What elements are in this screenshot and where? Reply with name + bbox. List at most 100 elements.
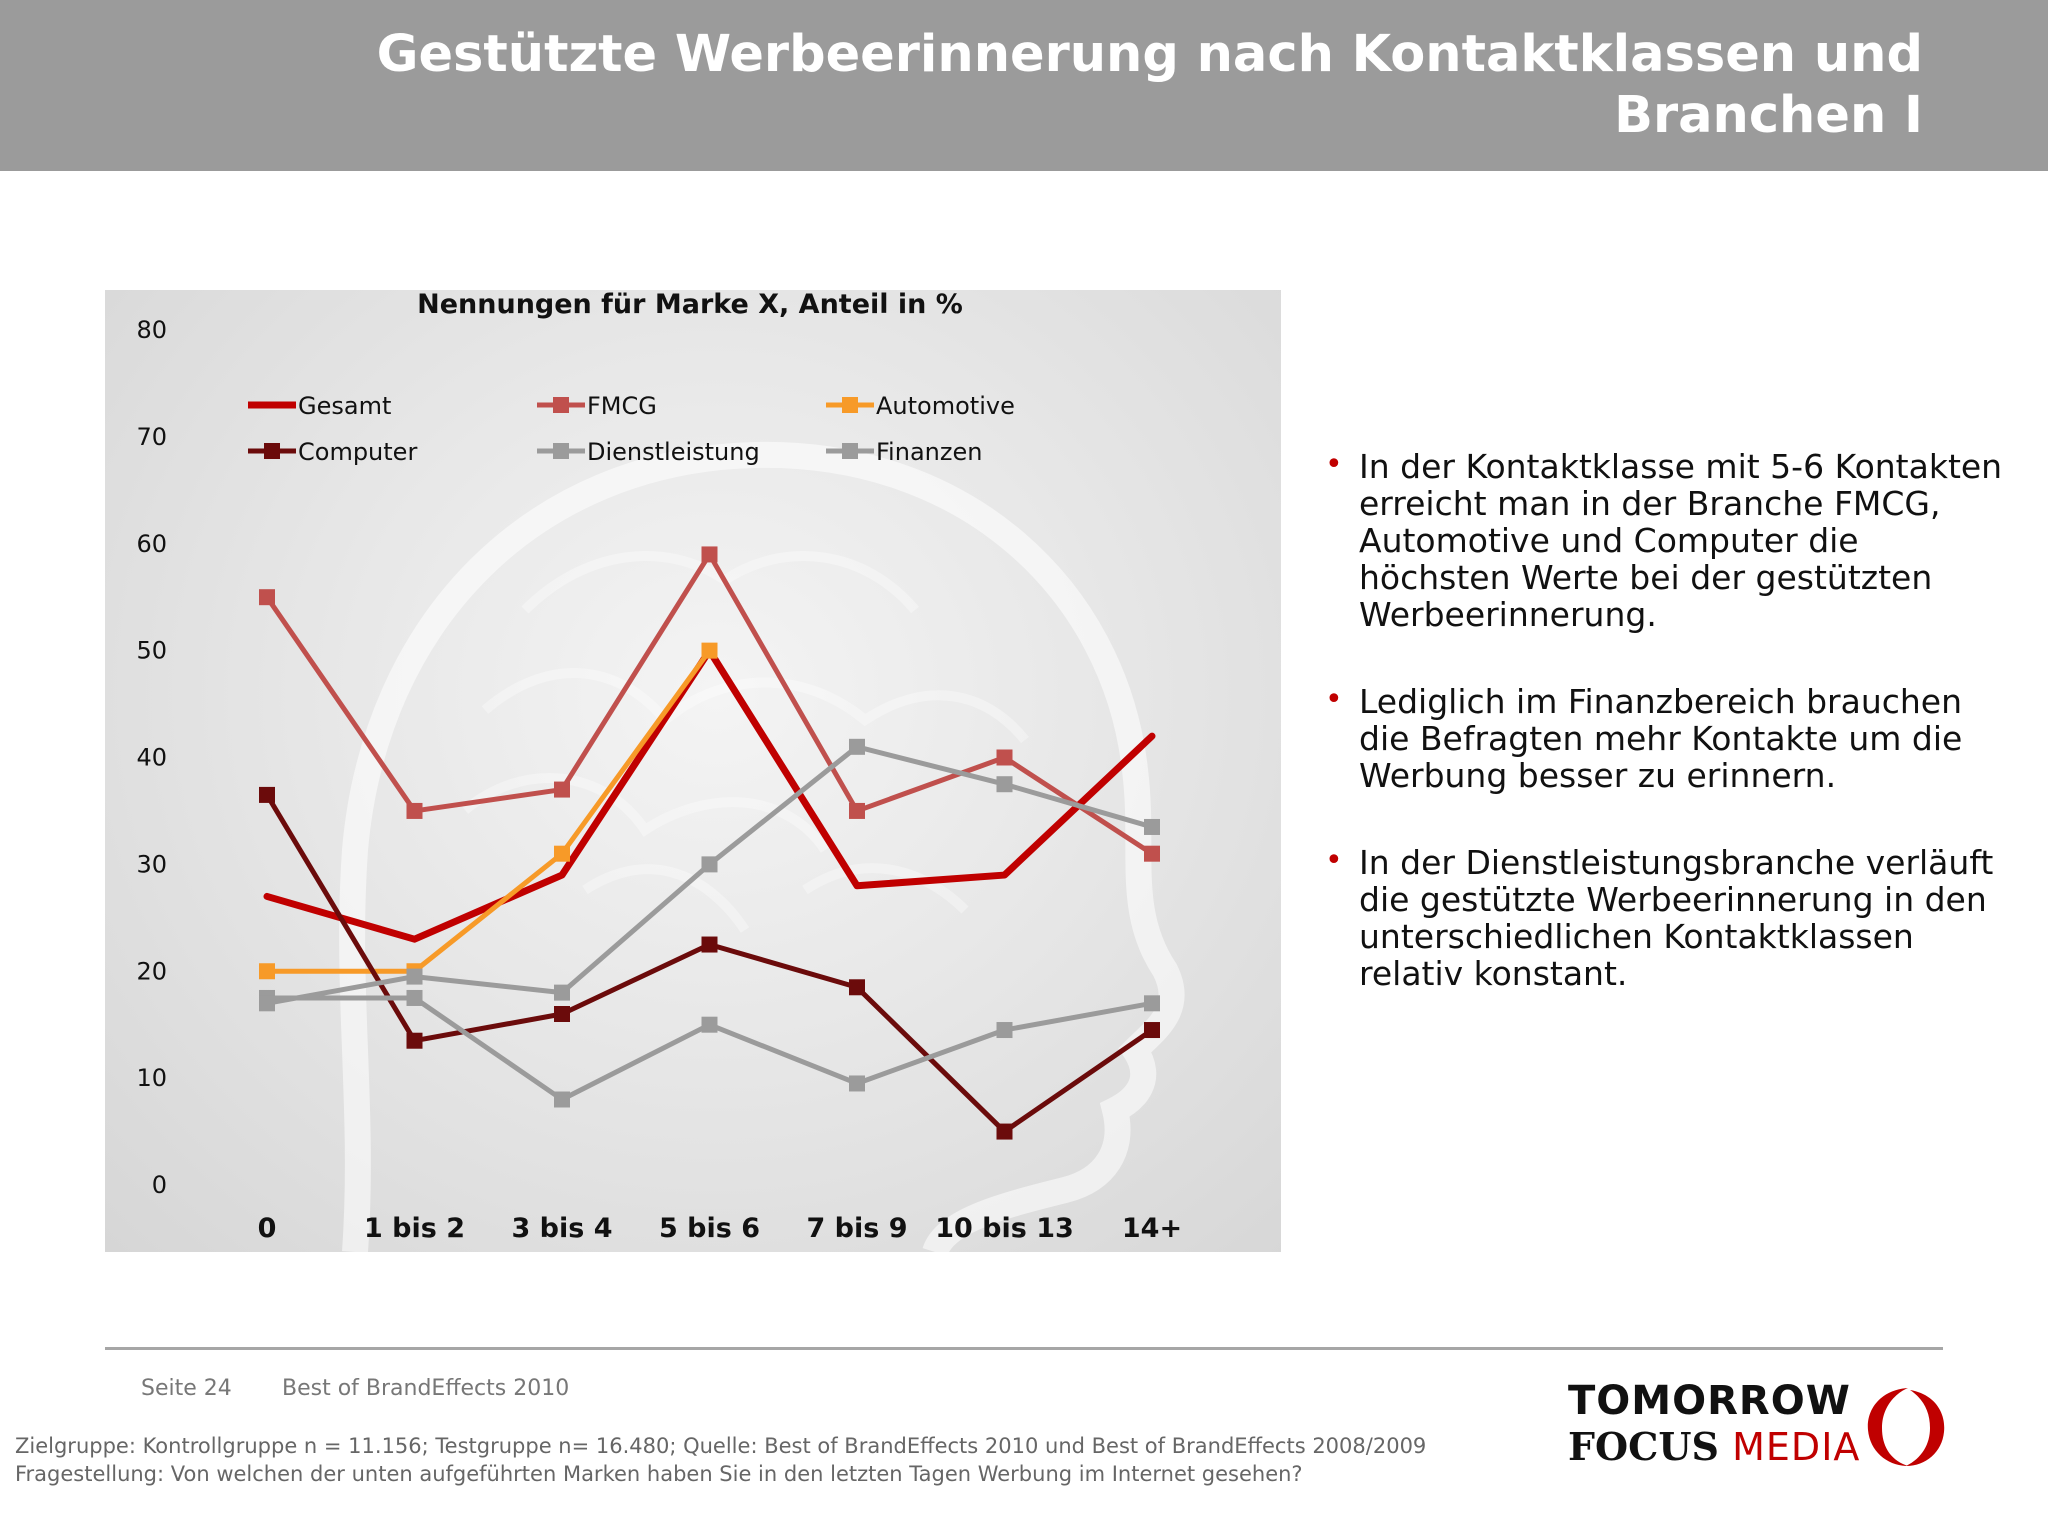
line-chart: Nennungen für Marke X, Anteil in % 0 10 20 3… [136, 290, 1182, 1244]
data-point [701, 936, 718, 953]
data-point [554, 781, 570, 798]
data-point [996, 776, 1013, 793]
data-point [259, 589, 275, 606]
data-point [406, 1032, 423, 1049]
legend-item-dienstleistung: Dienstleistung [537, 438, 760, 466]
bullet-list: • In der Kontaktklasse mit 5-6 Kontakten… [1325, 447, 2005, 1042]
legend-label: Dienstleistung [587, 438, 760, 466]
legend-item-gesamt: Gesamt [248, 392, 391, 420]
bullet-dot-icon: • [1325, 843, 1343, 878]
data-point [996, 1022, 1013, 1039]
logo-ring-icon [1867, 1388, 1945, 1466]
series-line-gesamt [263, 647, 1156, 943]
y-tick-label: 10 [136, 1064, 167, 1092]
page-title-line2: Branchen I [1614, 86, 1923, 145]
x-tick-label: 5 bis 6 [659, 1213, 760, 1244]
bullet-text-2: Lediglich im Finanzbereich brauchen die … [1359, 682, 1963, 795]
bullet-item-3: • In der Dienstleistungsbranche verläuft… [1325, 843, 2005, 993]
x-tick-label: 0 [258, 1213, 277, 1244]
data-point [849, 802, 865, 819]
data-point [259, 786, 275, 803]
header-bar: Gestützte Werbeerinnerung nach Kontaktkl… [0, 0, 2048, 171]
data-point [701, 856, 718, 873]
series-gesamt [263, 647, 1156, 943]
page-title: Gestützte Werbeerinnerung nach Kontaktkl… [223, 24, 1923, 146]
y-tick-label: 70 [136, 423, 167, 451]
logo-text-tomorrow: TOMORROW [1568, 1378, 1851, 1424]
y-tick-label: 30 [136, 850, 167, 878]
x-tick-label: 14+ [1122, 1213, 1182, 1244]
data-point [701, 546, 718, 563]
footnote-question: Fragestellung: Von welchen der unten auf… [15, 1462, 1303, 1486]
data-point [996, 749, 1013, 766]
data-point [1144, 995, 1160, 1012]
legend-item-automotive: Automotive [826, 392, 1015, 420]
data-point [1144, 818, 1160, 835]
data-point [554, 1091, 570, 1108]
legend-marker [842, 443, 858, 459]
logo-text-focus-media: FOCUS MEDIA [1568, 1424, 1860, 1469]
data-point [406, 968, 423, 985]
series-computer [259, 786, 1160, 1140]
chart-title: Nennungen für Marke X, Anteil in % [417, 290, 963, 320]
legend-label: Finanzen [876, 438, 982, 466]
footer-divider [105, 1347, 1943, 1350]
x-tick-label: 3 bis 4 [511, 1213, 612, 1244]
head-silhouette-image [339, 441, 1185, 1252]
x-tick-label: 7 bis 9 [806, 1213, 907, 1244]
data-point [259, 963, 275, 980]
y-tick-label: 40 [136, 744, 167, 772]
chart-panel: Nennungen für Marke X, Anteil in % 0 10 20 3… [105, 290, 1281, 1252]
legend-marker [842, 397, 858, 413]
legend-label: Automotive [876, 392, 1015, 420]
legend-label: Computer [298, 438, 417, 466]
data-point [849, 1075, 865, 1092]
x-tick-label: 1 bis 2 [364, 1213, 465, 1244]
series-line-fmcg [264, 551, 1155, 857]
y-tick-label: 50 [136, 637, 167, 665]
bullet-text-1: In der Kontaktklasse mit 5-6 Kontakten e… [1359, 447, 2003, 634]
page-title-line1: Gestützte Werbeerinnerung nach Kontaktkl… [376, 25, 1923, 84]
series-line-computer [264, 792, 1155, 1135]
data-point [1144, 845, 1160, 862]
legend-label: Gesamt [298, 392, 391, 420]
data-point [406, 802, 423, 819]
page-number: Seite 24 [141, 1376, 232, 1401]
data-point [259, 995, 275, 1012]
series-automotive [259, 642, 718, 980]
legend-item-computer: Computer [248, 438, 417, 466]
series-finanzen [259, 738, 1160, 1012]
data-point [849, 738, 865, 755]
bullet-text-3: In der Dienstleistungsbranche verläuft d… [1359, 843, 1994, 993]
data-point [554, 984, 570, 1001]
y-tick-label: 60 [136, 530, 167, 558]
y-tick-label: 20 [136, 957, 167, 985]
data-point [996, 1123, 1013, 1140]
footer-source: Best of BrandEffects 2010 [282, 1376, 570, 1401]
footnote-target-group: Zielgruppe: Kontrollgruppe n = 11.156; T… [15, 1434, 1427, 1458]
data-point [554, 1006, 570, 1022]
bullet-dot-icon: • [1325, 682, 1343, 717]
y-tick-label: 80 [136, 316, 167, 344]
series-line-automotive [264, 648, 712, 974]
legend-marker [264, 443, 280, 459]
data-point [701, 1016, 718, 1033]
data-point [701, 642, 718, 659]
bullet-item-2: • Lediglich im Finanzbereich brauchen di… [1325, 682, 2005, 795]
legend-item-fmcg: FMCG [537, 392, 657, 420]
bullet-item-1: • In der Kontaktklasse mit 5-6 Kontakten… [1325, 447, 2005, 634]
data-point [849, 979, 865, 996]
logo-text-media: MEDIA [1732, 1425, 1861, 1469]
legend-item-finanzen: Finanzen [826, 438, 982, 466]
bullet-dot-icon: • [1325, 447, 1343, 482]
x-tick-label: 10 bis 13 [935, 1213, 1074, 1244]
legend-marker [553, 397, 569, 413]
legend-marker [553, 443, 569, 459]
data-point [554, 845, 570, 862]
logo-text-focus: FOCUS [1568, 1424, 1719, 1469]
data-point [1144, 1022, 1160, 1039]
y-tick-label: 0 [152, 1171, 167, 1199]
legend-label: FMCG [587, 392, 657, 420]
data-point [406, 989, 423, 1006]
footnotes: Zielgruppe: Kontrollgruppe n = 11.156; T… [15, 1432, 1485, 1488]
